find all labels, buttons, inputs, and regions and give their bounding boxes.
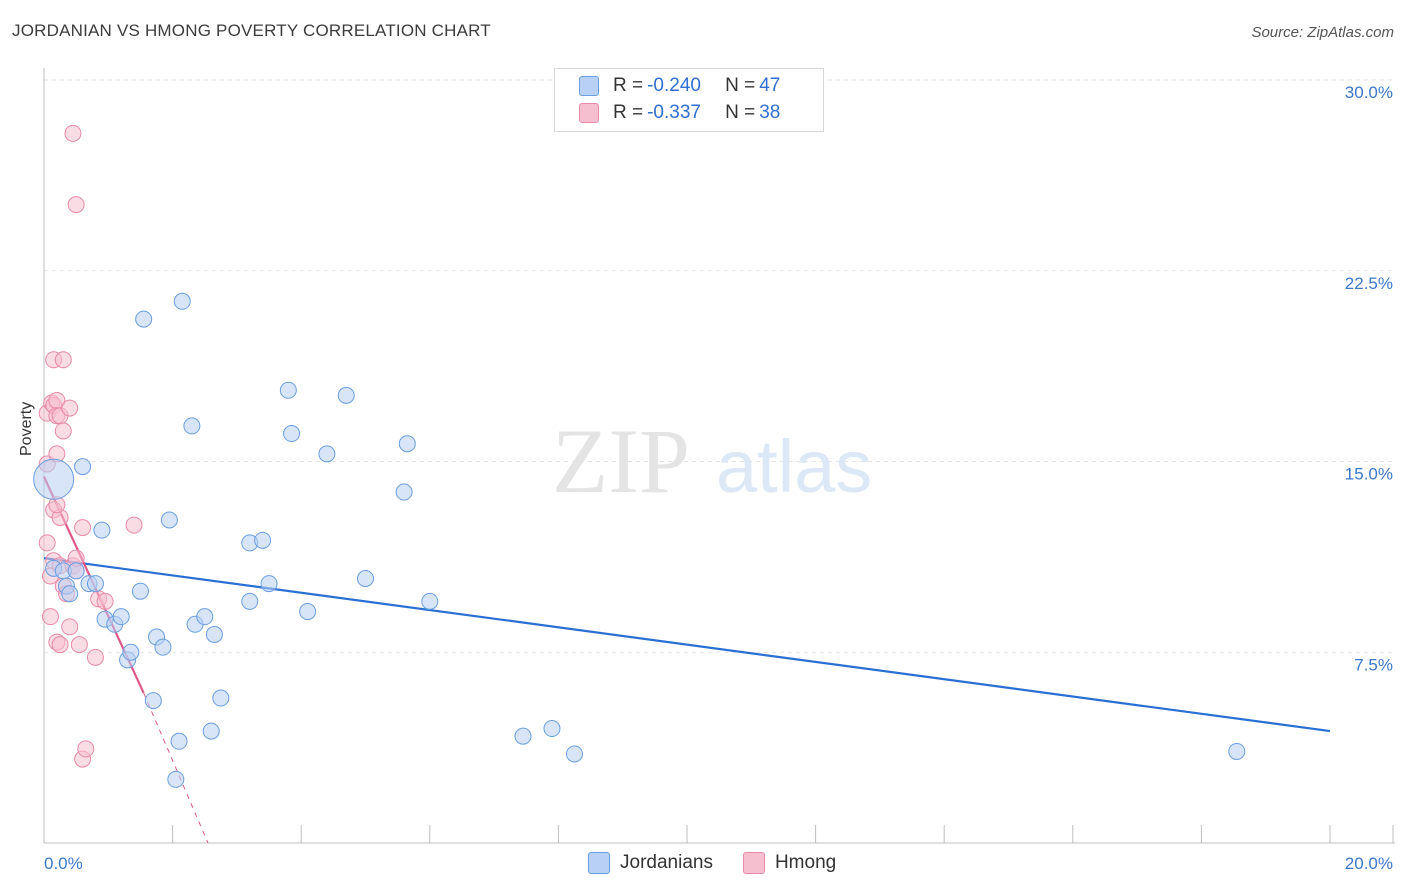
legend-n-value-jordanian: 47 — [759, 75, 781, 96]
jordanian-point — [160, 511, 178, 529]
jordanian-point — [93, 521, 111, 539]
legend-r-label: R = — [613, 75, 644, 96]
jordanian-point — [318, 445, 336, 463]
hmong-trendline — [143, 692, 209, 844]
jordanian-point — [86, 575, 104, 593]
jordanian-point — [241, 592, 259, 610]
jordanian-point — [421, 592, 439, 610]
legend-n-label: N = — [725, 102, 756, 123]
jordanian-point — [112, 608, 130, 626]
hmong-point — [70, 636, 88, 654]
jordanian-point — [398, 435, 416, 453]
jordanian-point — [135, 310, 153, 328]
hmong-point — [74, 519, 92, 537]
hmong-point — [61, 399, 79, 417]
axes — [43, 68, 1395, 844]
jordanian-point — [131, 582, 149, 600]
legend-row-hmong: R = -0.337 N = 38 — [579, 101, 780, 125]
jordanian-point — [74, 458, 92, 476]
y-axis-label: Poverty — [18, 401, 35, 456]
hmong-swatch — [579, 103, 599, 123]
jordanian-point — [260, 575, 278, 593]
legend-r-value-jordanian: -0.240 — [647, 75, 701, 96]
jordanian-trendline — [43, 557, 1331, 733]
hmong-point — [51, 636, 69, 654]
bottom-legend-hmong: Hmong — [742, 852, 837, 874]
y-tick-label: 30.0% — [1345, 83, 1393, 102]
jordanian-point — [122, 643, 140, 661]
jordanian-point — [183, 417, 201, 435]
y-tick-label: 22.5% — [1345, 274, 1393, 293]
jordanian-points — [33, 292, 1246, 788]
hmong-point — [54, 422, 72, 440]
jordanian-point — [33, 458, 75, 500]
jordanian-point — [205, 625, 223, 643]
jordanian-point — [279, 381, 297, 399]
bottom-legend-jordanians-label: Jordanians — [620, 852, 713, 873]
hmong-swatch — [742, 852, 765, 874]
jordanian-point — [337, 386, 355, 404]
x-tick-label: 20.0% — [1345, 854, 1393, 873]
hmong-point — [41, 608, 59, 626]
legend: R = -0.240 N = 47 R = -0.337 N = 38 — [554, 68, 824, 132]
hmong-point — [77, 740, 95, 758]
bottom-legend-jordanians: Jordanians — [588, 852, 713, 874]
hmong-point — [125, 516, 143, 534]
jordanian-point — [283, 425, 301, 443]
hmong-point — [54, 351, 72, 369]
legend-r-value-hmong: -0.337 — [647, 102, 701, 123]
jordanian-point — [514, 727, 532, 745]
bottom-legend: Jordanians Hmong — [588, 852, 866, 874]
watermark-zip: ZIP — [552, 410, 690, 512]
jordanian-point — [170, 732, 188, 750]
jordanian-point — [1228, 742, 1246, 760]
jordanian-point — [395, 483, 413, 501]
x-tick-label: 0.0% — [44, 854, 83, 873]
source-label: Source: ZipAtlas.com — [1251, 24, 1394, 41]
hmong-point — [38, 534, 56, 552]
jordanian-swatch — [579, 76, 599, 96]
jordanian-point — [61, 585, 79, 603]
jordanian-point — [167, 770, 185, 788]
hmong-point — [61, 618, 79, 636]
trendlines — [43, 476, 1331, 844]
hmong-point — [64, 124, 82, 142]
tick-labels: 7.5% 15.0% 22.5% 30.0% 0.0% 20.0% — [44, 83, 1393, 873]
jordanian-point — [196, 608, 214, 626]
watermark-atlas: atlas — [716, 425, 872, 508]
legend-n-value-hmong: 38 — [759, 102, 781, 123]
jordanian-point — [565, 745, 583, 763]
legend-r-label: R = — [613, 102, 644, 123]
jordanian-point — [212, 689, 230, 707]
hmong-point — [96, 592, 114, 610]
hmong-point — [67, 196, 85, 214]
y-tick-label: 15.0% — [1345, 465, 1393, 484]
jordanians-swatch — [588, 852, 610, 874]
jordanian-point — [357, 569, 374, 587]
y-tick-label: 7.5% — [1354, 655, 1393, 674]
legend-row-jordanian: R = -0.240 N = 47 — [579, 74, 780, 98]
legend-n-label: N = — [725, 75, 756, 96]
jordanian-point — [154, 638, 172, 656]
chart-title: JORDANIAN VS HMONG POVERTY CORRELATION C… — [12, 21, 491, 40]
jordanian-point — [144, 692, 162, 710]
jordanian-point — [543, 720, 561, 738]
watermark: ZIP atlas — [552, 410, 872, 512]
hmong-point — [86, 648, 104, 666]
jordanian-point — [67, 562, 85, 580]
jordanian-point — [254, 531, 272, 549]
gridlines — [44, 79, 1395, 653]
hmong-points — [38, 124, 143, 768]
bottom-legend-hmong-label: Hmong — [774, 852, 837, 873]
jordanian-point — [202, 722, 220, 740]
jordanian-point — [299, 603, 317, 621]
jordanian-point — [173, 292, 191, 310]
